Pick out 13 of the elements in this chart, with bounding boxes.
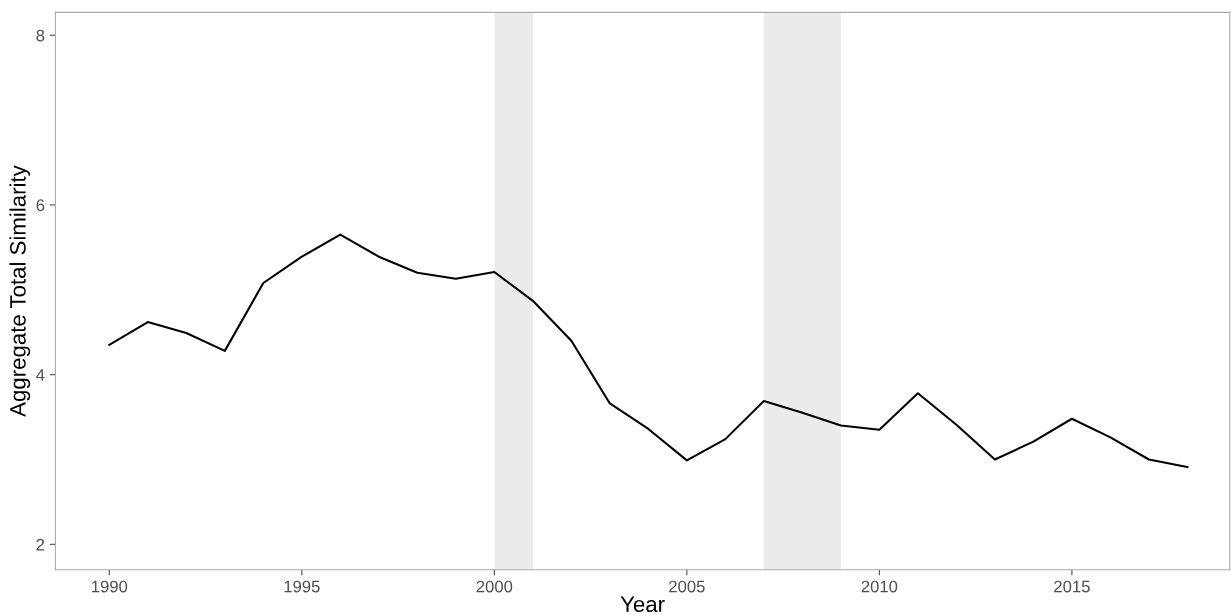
x-tick-label: 1990 [92,580,128,593]
y-tick-label: 8 [36,29,45,42]
x-tick-label: 2010 [861,580,898,593]
y-tick-label: 2 [36,538,45,551]
x-tick-label: 1995 [284,580,320,593]
x-axis-title: Year [620,596,665,613]
x-tick-label: 2000 [476,580,513,593]
y-tick-label: 4 [36,369,45,381]
y-tick-label: 6 [36,199,45,212]
line-series [108,233,1189,469]
y-axis-title: Aggregate Total Similarity [9,165,31,417]
x-tick-label: 2005 [669,580,705,593]
x-tick-label: 2015 [1054,580,1090,593]
